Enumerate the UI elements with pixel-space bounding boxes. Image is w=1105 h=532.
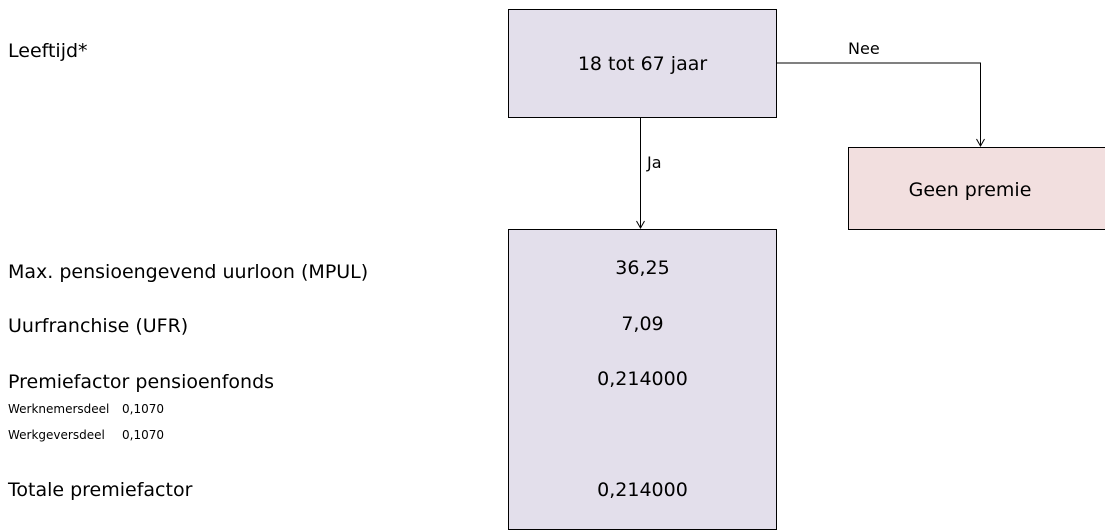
ufr-value: 7,09 bbox=[621, 313, 664, 335]
mpul-label: Max. pensioengevend uurloon (MPUL) bbox=[8, 261, 369, 283]
employer-part-label: Werkgeversdeel bbox=[8, 428, 105, 442]
results-box: 36,25 7,09 0,214000 0,214000 bbox=[508, 229, 777, 530]
yes-branch-label: Ja bbox=[647, 153, 662, 172]
premium-factor-fund-value: 0,214000 bbox=[597, 368, 688, 390]
employer-part-value: 0,1070 bbox=[122, 428, 164, 442]
total-premium-factor-label: Totale premiefactor bbox=[8, 479, 193, 501]
no-premium-box: Geen premie bbox=[848, 147, 1105, 230]
age-decision-text: 18 tot 67 jaar bbox=[577, 53, 708, 75]
premium-factor-fund-label: Premiefactor pensioenfonds bbox=[8, 371, 275, 393]
employee-part-value: 0,1070 bbox=[122, 402, 164, 416]
ufr-label: Uurfranchise (UFR) bbox=[8, 315, 189, 337]
age-decision-box: 18 tot 67 jaar bbox=[508, 9, 777, 118]
age-label: Leeftijd* bbox=[8, 40, 88, 62]
total-premium-factor-value: 0,214000 bbox=[597, 479, 688, 501]
no-premium-text: Geen premie bbox=[908, 179, 1032, 201]
no-connector bbox=[777, 62, 985, 148]
no-branch-label: Nee bbox=[848, 39, 880, 58]
employee-part-label: Werknemersdeel bbox=[8, 402, 110, 416]
mpul-value: 36,25 bbox=[615, 257, 670, 279]
